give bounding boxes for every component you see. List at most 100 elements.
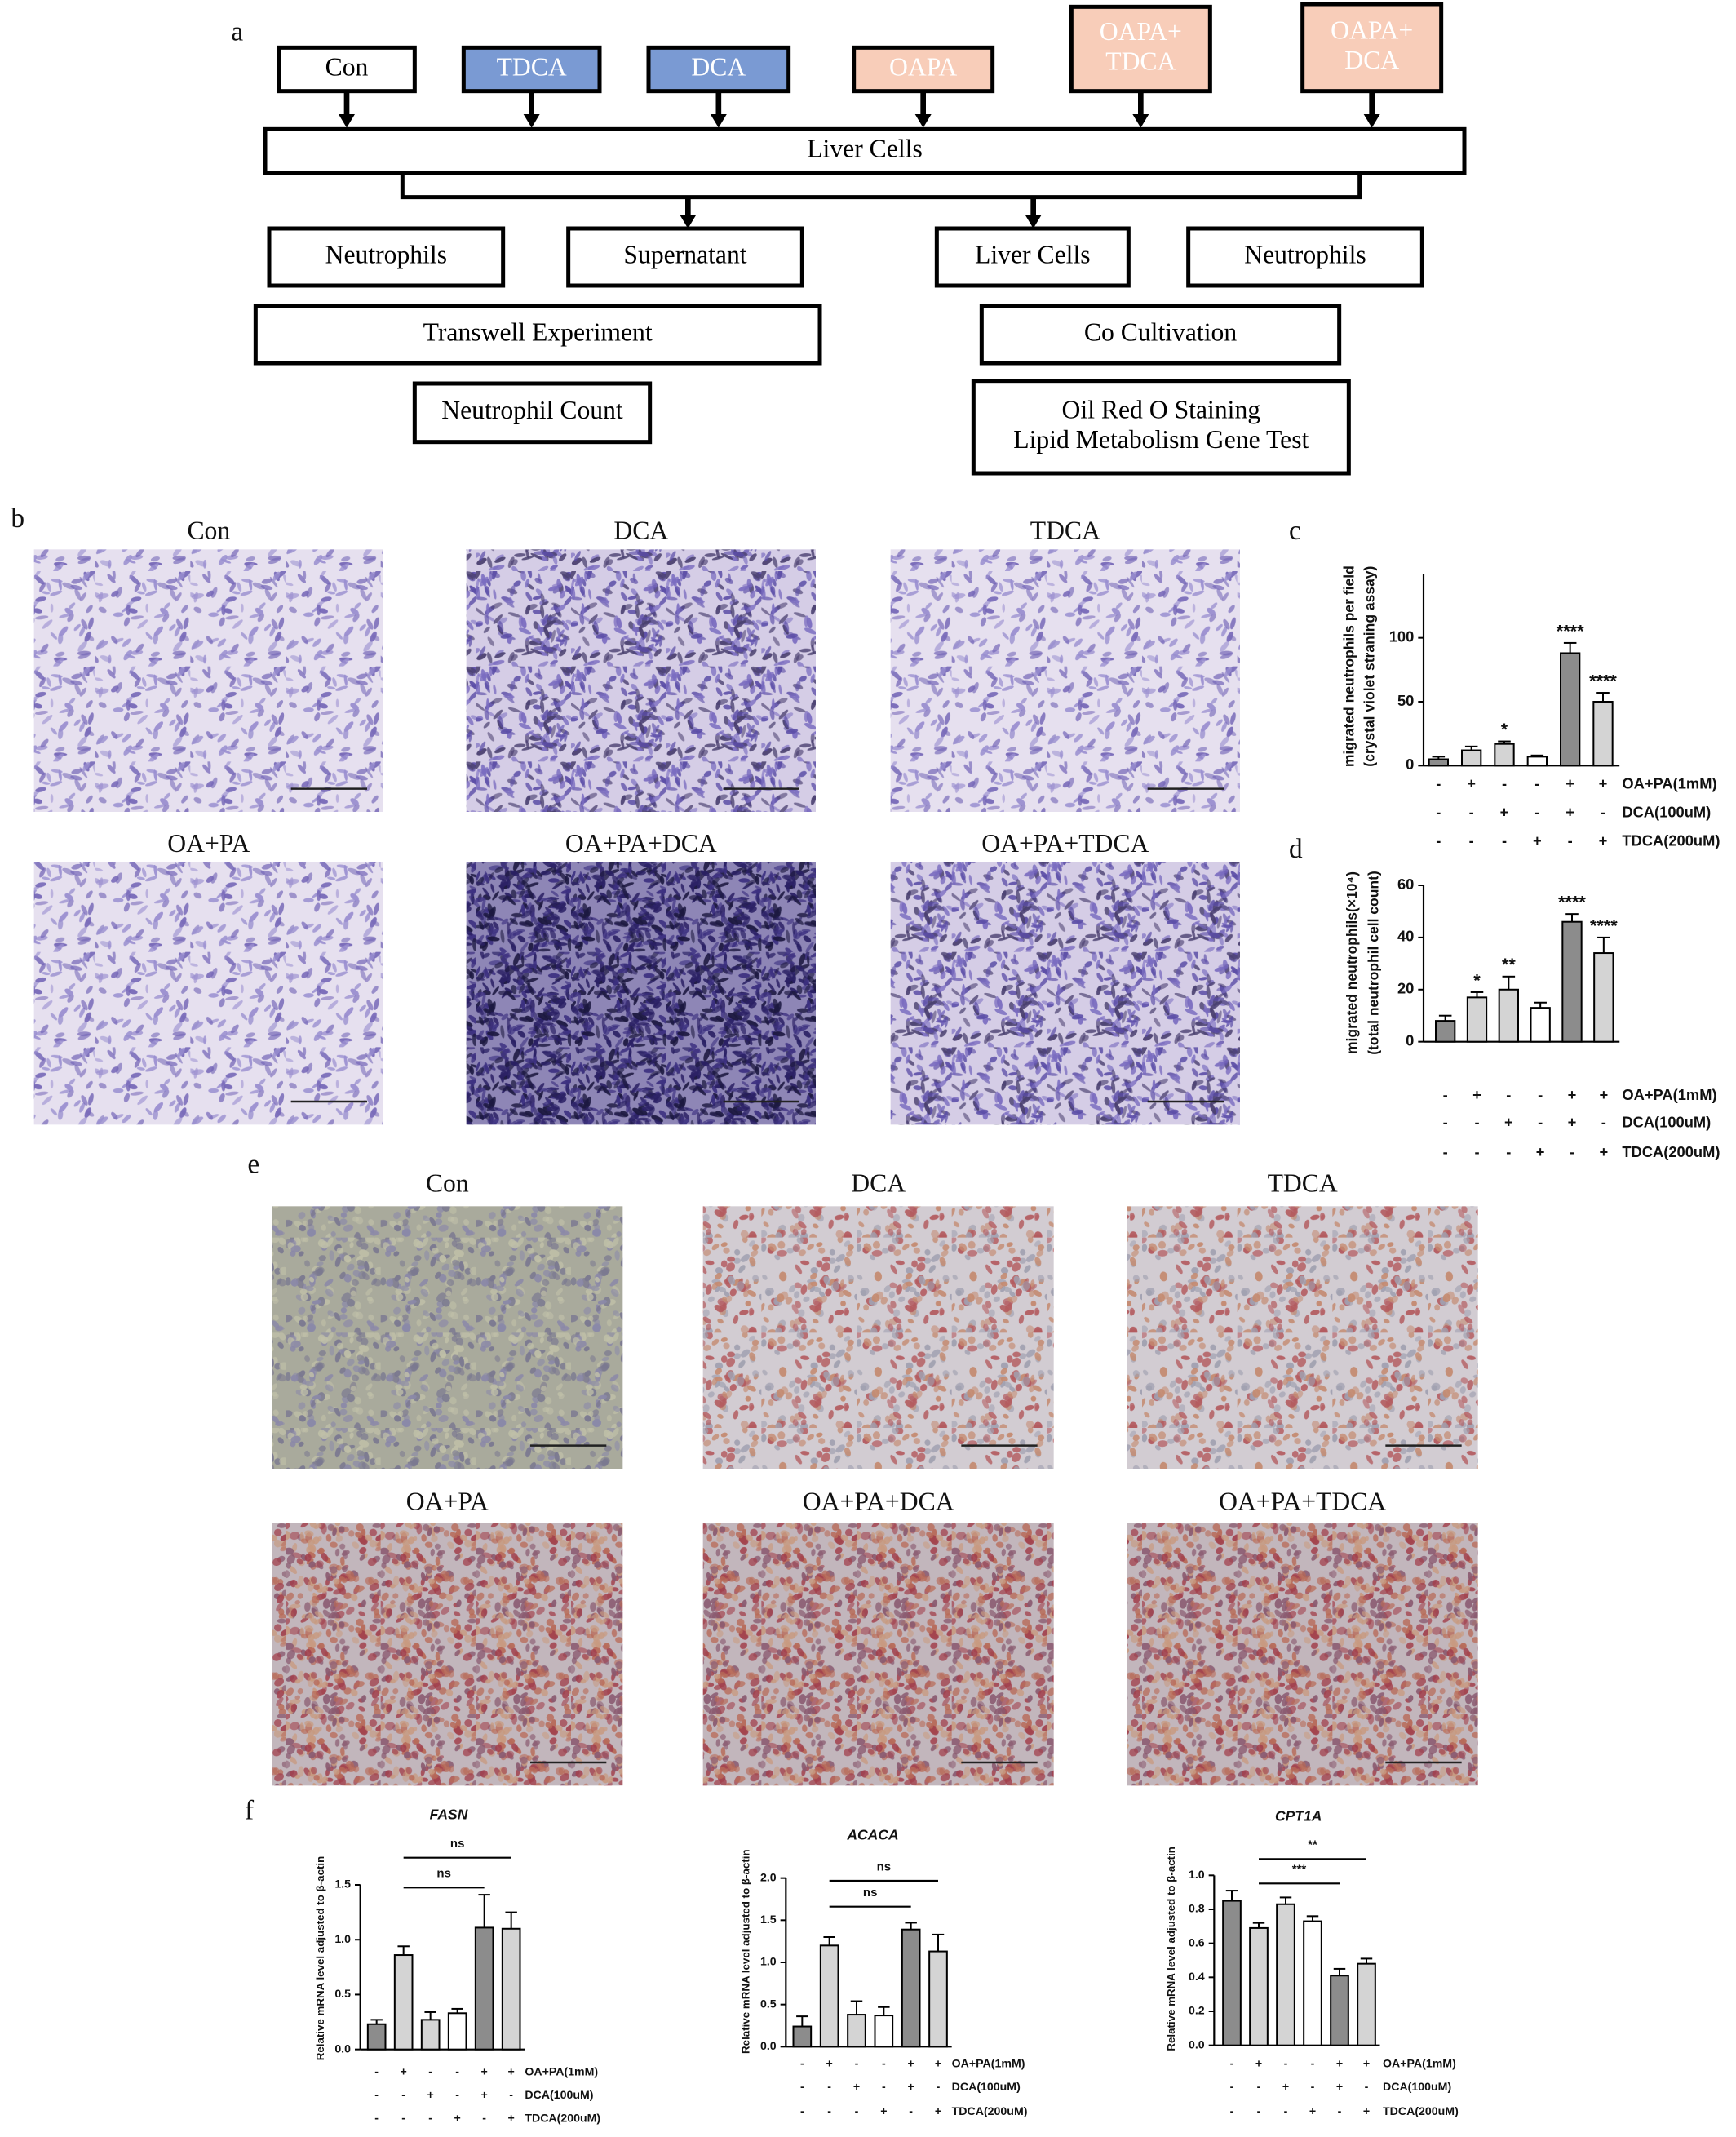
condition-sign: - [1474,1114,1479,1131]
flow-label: Transwell Experiment [423,317,653,346]
photo [272,1523,623,1786]
condition-sign: + [427,2089,434,2102]
condition-sign: + [1599,1086,1608,1103]
flow-box [412,381,653,445]
bar [847,2014,866,2048]
condition-sign: - [401,2089,405,2102]
condition-sign: - [428,2066,432,2079]
flow-box [461,45,602,94]
flow-label: TDCA [1105,47,1176,76]
condition-sign: - [1284,2105,1288,2118]
photo-label: OA+PA+TDCA [1219,1487,1386,1516]
bracket-label: ns [877,1860,892,1873]
y-axis-label: (total neutrophil cell count) [1366,871,1382,1055]
flow-box [1300,2,1444,94]
condition-label: OA+PA(1mM) [1622,1086,1716,1103]
condition-sign: + [826,2058,833,2071]
bar [928,1950,948,2048]
condition-sign: - [827,2105,831,2118]
y-tick-label: 20 [1397,980,1414,997]
flow-box [267,226,506,288]
photo [33,862,383,1125]
panel-label: d [1289,834,1303,864]
chart-title: ACACA [846,1827,898,1843]
condition-sign: - [827,2081,831,2094]
flow-label: DCA [691,52,746,81]
y-axis-label: Relative mRNA level adjusted to β-actin [1165,1847,1177,2051]
flow-label: Neutrophil Count [441,396,623,424]
condition-sign: + [1566,775,1574,792]
bar [474,1926,494,2051]
flow-arrowhead [914,114,932,128]
condition-label: DCA(100uM) [952,2081,1021,2094]
condition-label: DCA(100uM) [1622,1114,1711,1131]
flow-box [1069,4,1212,94]
condition-sign: - [855,2105,859,2118]
bar [1494,743,1515,767]
chart-title: FASN [430,1807,468,1823]
condition-sign: + [935,2058,941,2071]
bar [792,2025,813,2048]
y-tick-label: 50 [1397,692,1414,709]
y-tick-label: 0 [1406,1032,1414,1049]
condition-sign: - [455,2066,459,2079]
panel-label: f [245,1795,255,1825]
bracket-label: ns [863,1886,878,1900]
condition-label: OA+PA(1mM) [1622,775,1716,792]
flow-box [646,45,791,94]
panel-label: b [11,503,24,534]
photo-label: OA+PA+DCA [565,829,717,858]
condition-label: TDCA(200uM) [1622,832,1720,849]
y-tick-label: 1.0 [334,1933,351,1946]
bar [1560,652,1581,767]
condition-sign: - [428,2112,432,2125]
flow-label: Neutrophils [1244,240,1366,268]
condition-sign: + [1472,1086,1481,1103]
photo [272,1206,623,1469]
flow-arrowhead [523,114,540,128]
photo-label: OA+PA+TDCA [981,829,1149,858]
panel-label: e [247,1150,259,1180]
photo [466,549,816,812]
condition-sign: - [1311,2058,1315,2071]
condition-sign: + [1256,2058,1262,2071]
flow-arrowhead [338,114,355,128]
bar [393,1954,414,2051]
y-tick-label: 1.0 [1189,1869,1205,1882]
bracket-label: ns [436,1867,451,1881]
significance: * [1473,969,1481,990]
condition-sign: - [937,2081,941,2094]
photo-label: OA+PA+DCA [803,1487,954,1516]
condition-label: TDCA(200uM) [1383,2105,1459,2118]
y-tick-label: 0.5 [760,1997,777,2011]
photo-label: Con [426,1169,469,1198]
flow-box [979,304,1342,366]
y-axis-label: migrated neutrophils(×10⁴) [1344,871,1360,1054]
bar [447,2012,467,2051]
condition-sign: - [1230,2081,1234,2094]
condition-label: TDCA(200uM) [952,2105,1028,2118]
condition-sign: - [800,2081,804,2094]
bar [1498,988,1519,1043]
flow-arrowhead [680,215,697,229]
photo-label: TDCA [1030,517,1100,545]
significance: * [1501,719,1508,739]
condition-sign: - [482,2112,486,2125]
bar [1593,952,1614,1043]
condition-sign: + [1336,2058,1343,2071]
bar [1249,1926,1269,2046]
bar [901,1928,921,2048]
flow-box [263,126,1467,175]
y-tick-label: 60 [1397,876,1414,893]
condition-sign: + [880,2105,887,2118]
flow-label: Con [326,52,369,81]
bar [1357,1962,1376,2046]
condition-sign: - [1365,2081,1369,2094]
y-axis-label: Relative mRNA level adjusted to β-actin [740,1849,752,2054]
bracket-label: ** [1308,1838,1318,1852]
bar [501,1927,521,2051]
condition-sign: + [853,2081,860,2094]
condition-sign: + [1363,2058,1370,2071]
condition-sign: - [1534,775,1539,792]
photo-label: DCA [851,1169,906,1198]
